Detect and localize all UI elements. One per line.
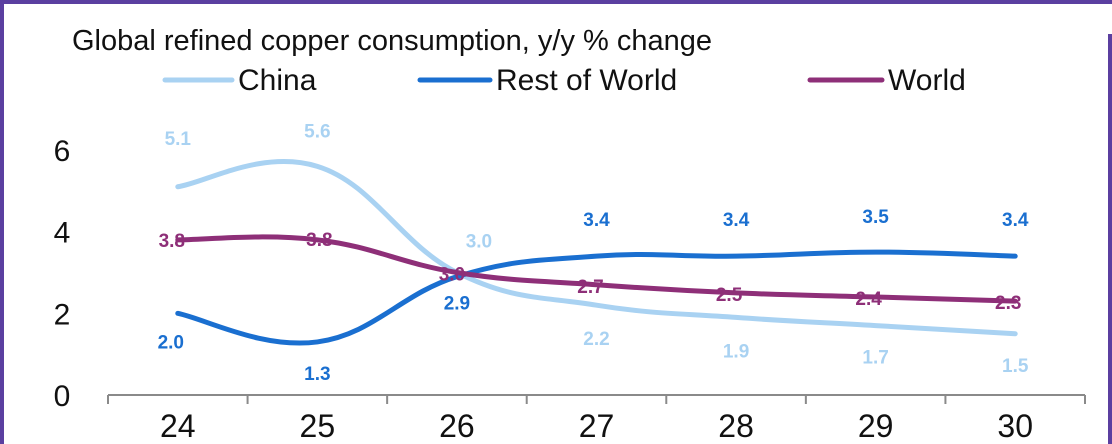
data-label-world: 2.3 bbox=[995, 293, 1021, 314]
data-label-world: 2.7 bbox=[577, 277, 603, 298]
chart-title: Global refined copper consumption, y/y %… bbox=[72, 25, 712, 57]
x-tick-label: 27 bbox=[579, 408, 615, 444]
x-tick-label: 29 bbox=[858, 408, 894, 444]
x-tick-label: 25 bbox=[300, 408, 336, 444]
data-label-china: 5.1 bbox=[165, 129, 192, 150]
y-tick-label: 2 bbox=[54, 298, 71, 331]
x-tick-label: 24 bbox=[160, 408, 196, 444]
data-label-world: 3.8 bbox=[159, 231, 185, 252]
data-labels: 5.1 5.6 3.0 2.2 1.9 1.7 1.5 2.0 1.3 2.9 3.4 3.4 3.5 3… bbox=[158, 121, 1029, 385]
data-label-world: 2.5 bbox=[716, 285, 743, 306]
data-label-world: 3.0 bbox=[439, 265, 465, 286]
series-line-rest-of-world bbox=[175, 249, 1018, 346]
legend-label-china: China bbox=[238, 64, 317, 97]
y-tick-label: 6 bbox=[54, 135, 71, 168]
data-label-rest-of-world: 3.5 bbox=[862, 207, 889, 228]
data-label-china: 1.7 bbox=[862, 348, 888, 369]
data-label-china: 3.0 bbox=[466, 232, 492, 253]
data-label-rest-of-world: 2.0 bbox=[158, 332, 184, 353]
data-label-china: 5.6 bbox=[304, 121, 330, 142]
data-label-china: 2.2 bbox=[583, 329, 609, 350]
data-label-rest-of-world: 3.4 bbox=[723, 210, 750, 231]
legend: China Rest of World World bbox=[162, 64, 966, 97]
x-tick-label: 28 bbox=[718, 408, 754, 444]
legend-label-rest-of-world: Rest of World bbox=[496, 64, 677, 97]
y-tick-label: 0 bbox=[54, 380, 71, 413]
data-label-rest-of-world: 1.3 bbox=[304, 364, 330, 385]
data-label-rest-of-world: 2.9 bbox=[444, 294, 470, 315]
series-lines bbox=[175, 159, 1018, 346]
data-label-world: 3.8 bbox=[306, 230, 332, 251]
x-tick-label: 26 bbox=[439, 408, 475, 444]
data-label-china: 1.9 bbox=[723, 341, 749, 362]
data-label-china: 1.5 bbox=[1002, 356, 1029, 377]
x-tick-label: 30 bbox=[997, 408, 1033, 444]
legend-label-world: World bbox=[888, 64, 966, 97]
data-label-world: 2.4 bbox=[855, 289, 882, 310]
series-line-china bbox=[175, 159, 1018, 337]
data-label-rest-of-world: 3.4 bbox=[1002, 210, 1029, 231]
series-line-world bbox=[175, 234, 1018, 304]
data-label-rest-of-world: 3.4 bbox=[583, 210, 610, 231]
y-tick-label: 4 bbox=[54, 217, 71, 250]
